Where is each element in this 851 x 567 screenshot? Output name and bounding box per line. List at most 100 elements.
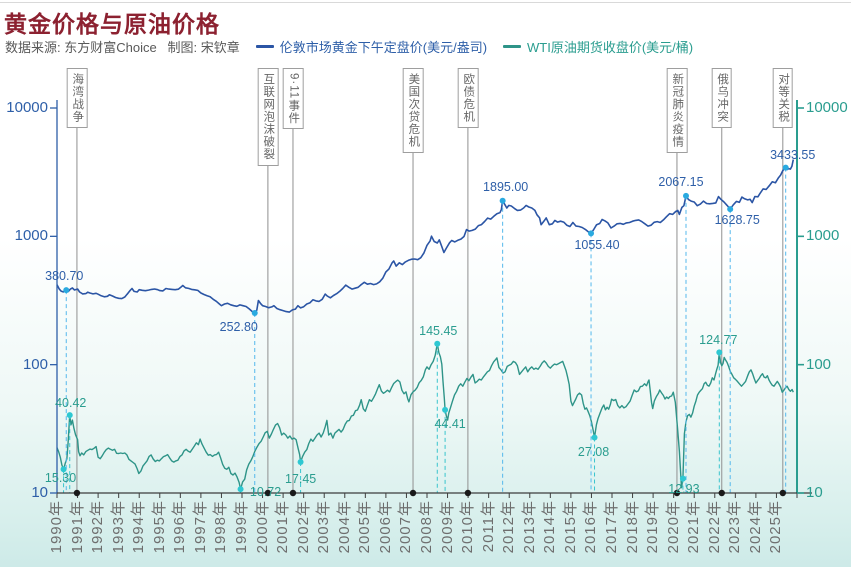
extreme-value-label: 27.08 (577, 445, 610, 460)
extreme-marker-dot (60, 466, 67, 473)
x-axis-label: 2013年 (520, 500, 538, 554)
event-annotation: 新冠肺炎疫情 (666, 68, 688, 153)
extreme-marker-dot (591, 434, 598, 441)
x-axis-label: 2007年 (397, 500, 415, 554)
x-axis-label: 2020年 (664, 500, 682, 554)
extreme-value-label: 3433.55 (770, 147, 816, 162)
extreme-marker-dot (727, 206, 734, 213)
extreme-marker-dot (63, 287, 70, 294)
x-axis-label: 1995年 (150, 500, 168, 554)
extreme-marker-dot (237, 486, 244, 493)
legend-line-icon (503, 45, 522, 48)
x-axis-label: 2001年 (274, 500, 292, 554)
legend: 伦敦市场黄金下午定盘价(美元/盎司) WTI原油期货收盘价(美元/桶) (255, 37, 693, 56)
extreme-marker-dot (716, 349, 723, 356)
extreme-value-label: 2067.15 (658, 174, 704, 189)
extreme-value-label: 252.80 (219, 319, 258, 334)
event-axis-dot (289, 489, 297, 497)
extreme-marker-dot (679, 475, 686, 482)
extreme-marker-dot (297, 458, 304, 465)
event-annotation: 美国次贷危机 (402, 68, 424, 153)
event-axis-dot (464, 489, 472, 497)
x-axis-label: 2014年 (541, 500, 559, 554)
x-axis-label: 2006年 (376, 500, 394, 554)
event-annotation: 海湾战争 (66, 68, 88, 128)
y-axis-label-right: 10000 (806, 99, 848, 116)
x-axis-label: 2011年 (479, 500, 497, 553)
y-axis-label-left: 1000 (14, 227, 48, 245)
x-axis-label: 2010年 (459, 500, 477, 554)
series-line-oil[interactable] (56, 343, 794, 490)
extreme-marker-dot (588, 230, 595, 237)
x-axis-label: 2016年 (582, 500, 600, 554)
extreme-marker-dot (442, 406, 449, 413)
event-axis-dot (409, 489, 417, 497)
extreme-value-label: 1895.00 (483, 179, 529, 194)
x-axis-label: 2021年 (685, 500, 703, 554)
extreme-value-label: 17.45 (284, 471, 317, 486)
legend-item-gold[interactable]: 伦敦市场黄金下午定盘价(美元/盎司) (255, 37, 488, 56)
extreme-value-label: 15.30 (44, 471, 77, 486)
legend-line-icon (255, 45, 274, 48)
event-axis-dot (264, 489, 272, 497)
x-axis-label: 2024年 (746, 500, 764, 554)
y-axis-label-right: 100 (806, 355, 832, 373)
x-axis-label: 1993年 (109, 500, 127, 554)
event-annotation: 9·11事件 (282, 68, 304, 130)
extreme-marker-dot (251, 309, 258, 316)
chart-subheader: 数据来源: 东方财富Choice 制图: 宋钦章 伦敦市场黄金下午定盘价(美元/… (5, 37, 693, 56)
event-annotation: 互联网泡沫破裂 (257, 68, 279, 166)
x-axis-label: 1998年 (212, 500, 230, 554)
x-axis-label: 2002年 (294, 500, 312, 554)
event-axis-dot (779, 489, 787, 497)
event-annotation: 对等关税 (772, 68, 794, 128)
extreme-marker-dot (434, 340, 441, 347)
x-axis-label: 2018年 (623, 500, 641, 554)
extreme-value-label: 380.70 (45, 269, 84, 284)
extreme-value-label: 44.41 (434, 416, 466, 431)
x-axis-label: 2023年 (726, 500, 744, 554)
extreme-marker-dot (499, 197, 506, 204)
x-axis-label: 2000年 (253, 500, 271, 554)
legend-item-oil[interactable]: WTI原油期货收盘价(美元/桶) (503, 37, 693, 56)
extreme-marker-dot (683, 192, 689, 199)
event-annotation: 欧债危机 (457, 68, 479, 128)
event-axis-dot (673, 489, 681, 497)
x-axis-label: 1999年 (233, 500, 250, 554)
extreme-value-label: 1628.75 (714, 213, 760, 228)
y-axis-label-left: 100 (22, 355, 48, 373)
event-axis-dot (73, 489, 81, 497)
series-line-gold[interactable] (56, 159, 795, 314)
x-axis-label: 2003年 (315, 500, 333, 554)
x-axis-label: 2005年 (356, 500, 374, 554)
event-annotation: 俄乌冲突 (711, 68, 733, 128)
x-axis-label: 1996年 (171, 500, 189, 554)
top-divider (0, 2, 851, 3)
extreme-marker-dot (66, 412, 73, 419)
extreme-value-label: 124.77 (699, 333, 738, 348)
y-axis-label-right: 10 (806, 484, 823, 501)
extreme-value-label: 12.93 (668, 481, 700, 496)
x-axis-label: 1990年 (48, 500, 65, 554)
y-axis-label-right: 1000 (806, 227, 840, 245)
x-axis-label: 1997年 (191, 500, 209, 554)
x-axis-label: 2015年 (561, 500, 579, 554)
x-axis-label: 2017年 (603, 500, 620, 554)
x-axis-label: 2008年 (418, 500, 435, 554)
event-axis-dot (718, 489, 725, 497)
x-axis-label: 1994年 (130, 500, 148, 554)
x-axis-label: 2012年 (500, 500, 518, 554)
extreme-value-label: 145.45 (419, 323, 458, 338)
source-note: 数据来源: 东方财富Choice 制图: 宋钦章 (5, 40, 240, 55)
legend-label: WTI原油期货收盘价(美元/桶) (527, 40, 694, 55)
x-axis-label: 1991年 (68, 500, 86, 554)
x-axis-label: 2022年 (705, 500, 723, 554)
x-axis-label: 2009年 (438, 500, 456, 554)
legend-label: 伦敦市场黄金下午定盘价(美元/盎司) (279, 40, 488, 55)
x-axis-label: 2004年 (335, 500, 353, 554)
x-axis-label: 2019年 (644, 500, 662, 554)
x-axis-label: 2025年 (767, 500, 785, 554)
page-title: 黄金价格与原油价格 (4, 11, 220, 37)
y-axis-label-left: 10 (31, 484, 48, 501)
